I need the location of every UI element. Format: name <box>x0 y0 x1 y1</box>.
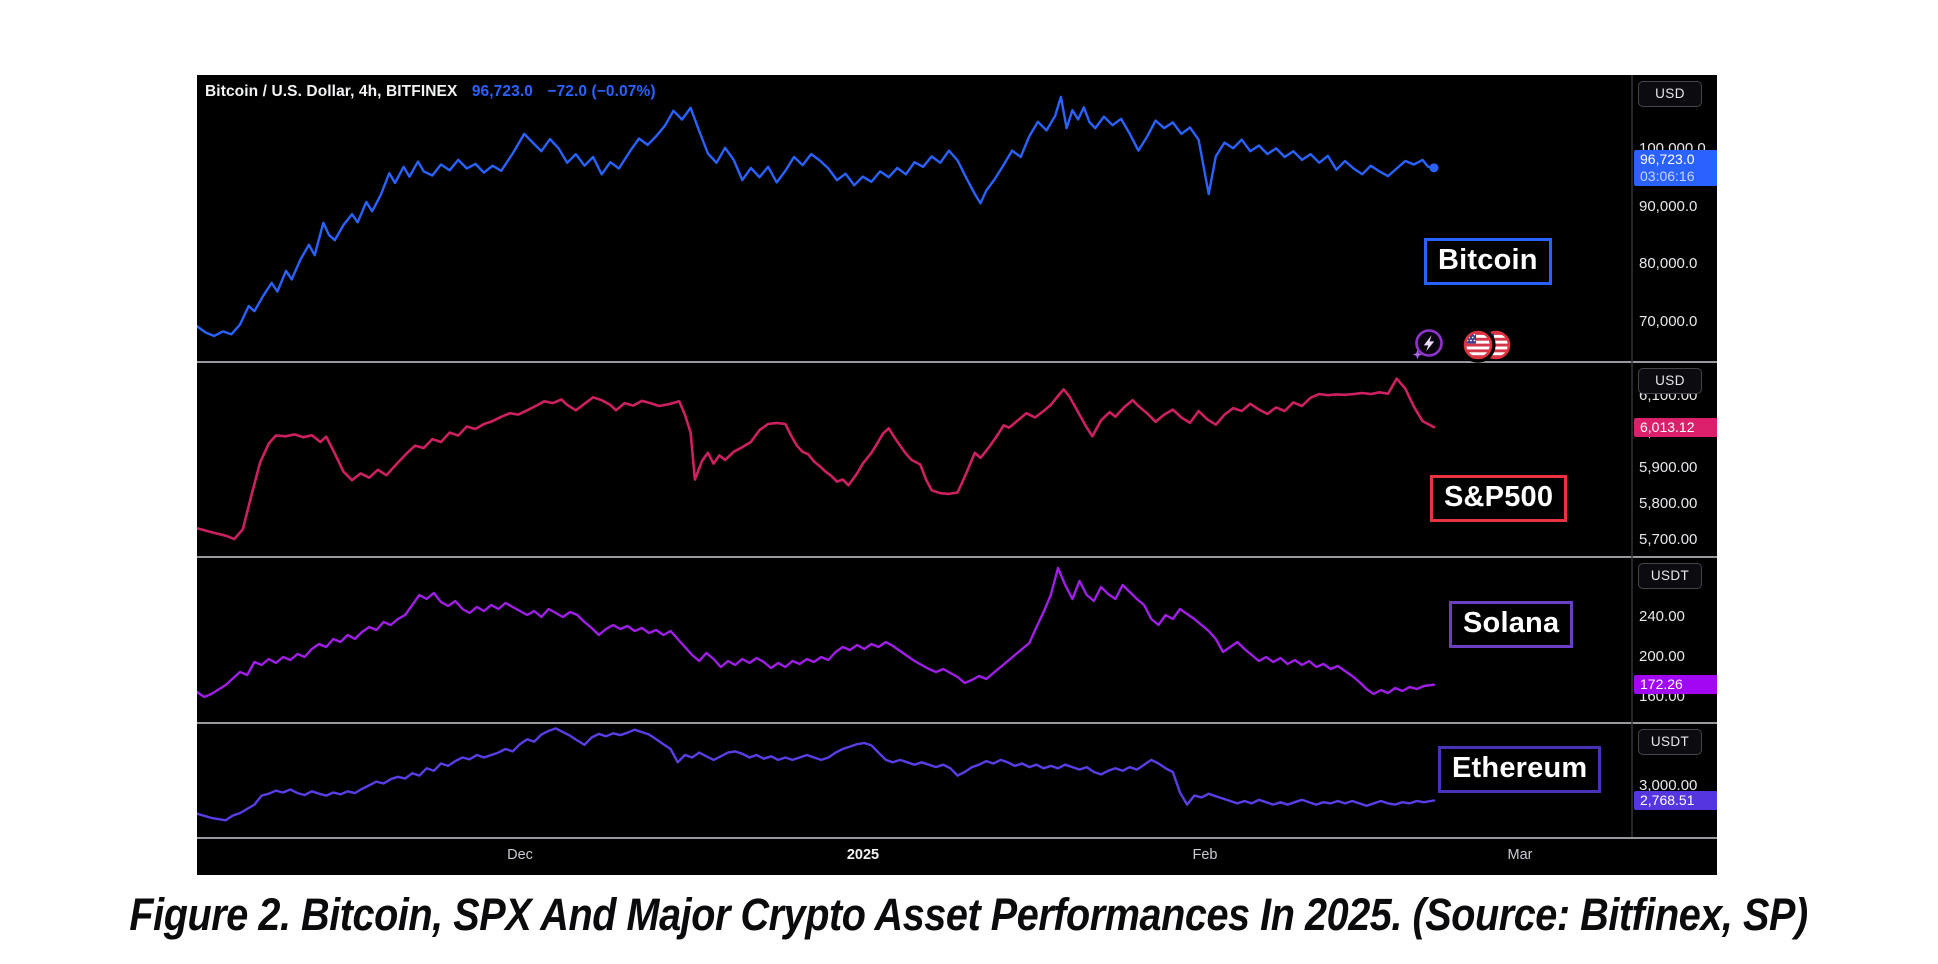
time-axis-label: 2025 <box>846 847 880 863</box>
symbol-title: Bitcoin / U.S. Dollar, 4h, BITFINEX 96,7… <box>205 83 656 101</box>
bitcoin-series-line <box>197 95 1436 338</box>
time-axis-label: Dec <box>507 847 533 863</box>
solana-label-box[interactable]: Solana <box>1449 601 1574 648</box>
boost-lightning-icon[interactable] <box>1410 327 1446 363</box>
tradingview-chart-canvas[interactable]: Bitcoin / U.S. Dollar, 4h, BITFINEX 96,7… <box>197 75 1717 875</box>
currency-badge: USDT <box>1638 563 1702 589</box>
ethereum-label-box[interactable]: Ethereum <box>1438 746 1602 793</box>
bitcoin-label-box[interactable]: Bitcoin <box>1424 238 1552 285</box>
sp500-series-line <box>197 377 1436 541</box>
last-price: 96,723.0 <box>471 83 533 100</box>
currency-badge: USDT <box>1638 729 1702 755</box>
ethereum-series-line <box>197 727 1436 822</box>
time-axis-label: Feb <box>1192 847 1218 863</box>
us-flag-pair-icon <box>1460 327 1511 363</box>
chart-plot-svg <box>197 75 1717 839</box>
ethereum-price-badge: 2,768.51 <box>1634 790 1717 810</box>
solana-series-line <box>197 566 1436 699</box>
figure-caption-text: Figure 2. Bitcoin, SPX And Major Crypto … <box>129 889 1809 940</box>
sp500-label-box[interactable]: S&P500 <box>1430 475 1568 522</box>
price-tick-label: 80,000.0 <box>1639 255 1698 273</box>
currency-badge: USD <box>1638 81 1702 107</box>
price-tick-label: 90,000.0 <box>1639 197 1698 215</box>
price-tick-label: 240.00 <box>1639 608 1685 625</box>
price-tick-label: 200.00 <box>1639 648 1685 665</box>
bitcoin-price-badge: 96,723.0 03:06:16 <box>1634 149 1717 186</box>
price-tick-label: 3,000.00 <box>1639 777 1698 795</box>
price-tick-label: 70,000.0 <box>1639 313 1698 331</box>
figure-caption: Figure 2. Bitcoin, SPX And Major Crypto … <box>0 889 1938 941</box>
chart-overlay: Bitcoin / U.S. Dollar, 4h, BITFINEX 96,7… <box>197 75 1717 875</box>
sp500-price-badge: 6,013.12 <box>1634 417 1717 437</box>
price-tick-label: 5,800.00 <box>1639 495 1698 512</box>
time-axis-label: Mar <box>1507 847 1533 863</box>
solana-price-badge: 172.26 <box>1634 675 1717 695</box>
price-tick-label: 5,900.00 <box>1639 458 1698 476</box>
bitcoin-last-point-dot <box>1429 163 1439 173</box>
price-tick-label: 5,700.00 <box>1639 531 1698 549</box>
currency-badge: USD <box>1638 368 1702 394</box>
price-change: −72.0 (−0.07%) <box>547 83 656 100</box>
symbol-name: Bitcoin / U.S. Dollar, 4h, BITFINEX <box>205 83 458 100</box>
